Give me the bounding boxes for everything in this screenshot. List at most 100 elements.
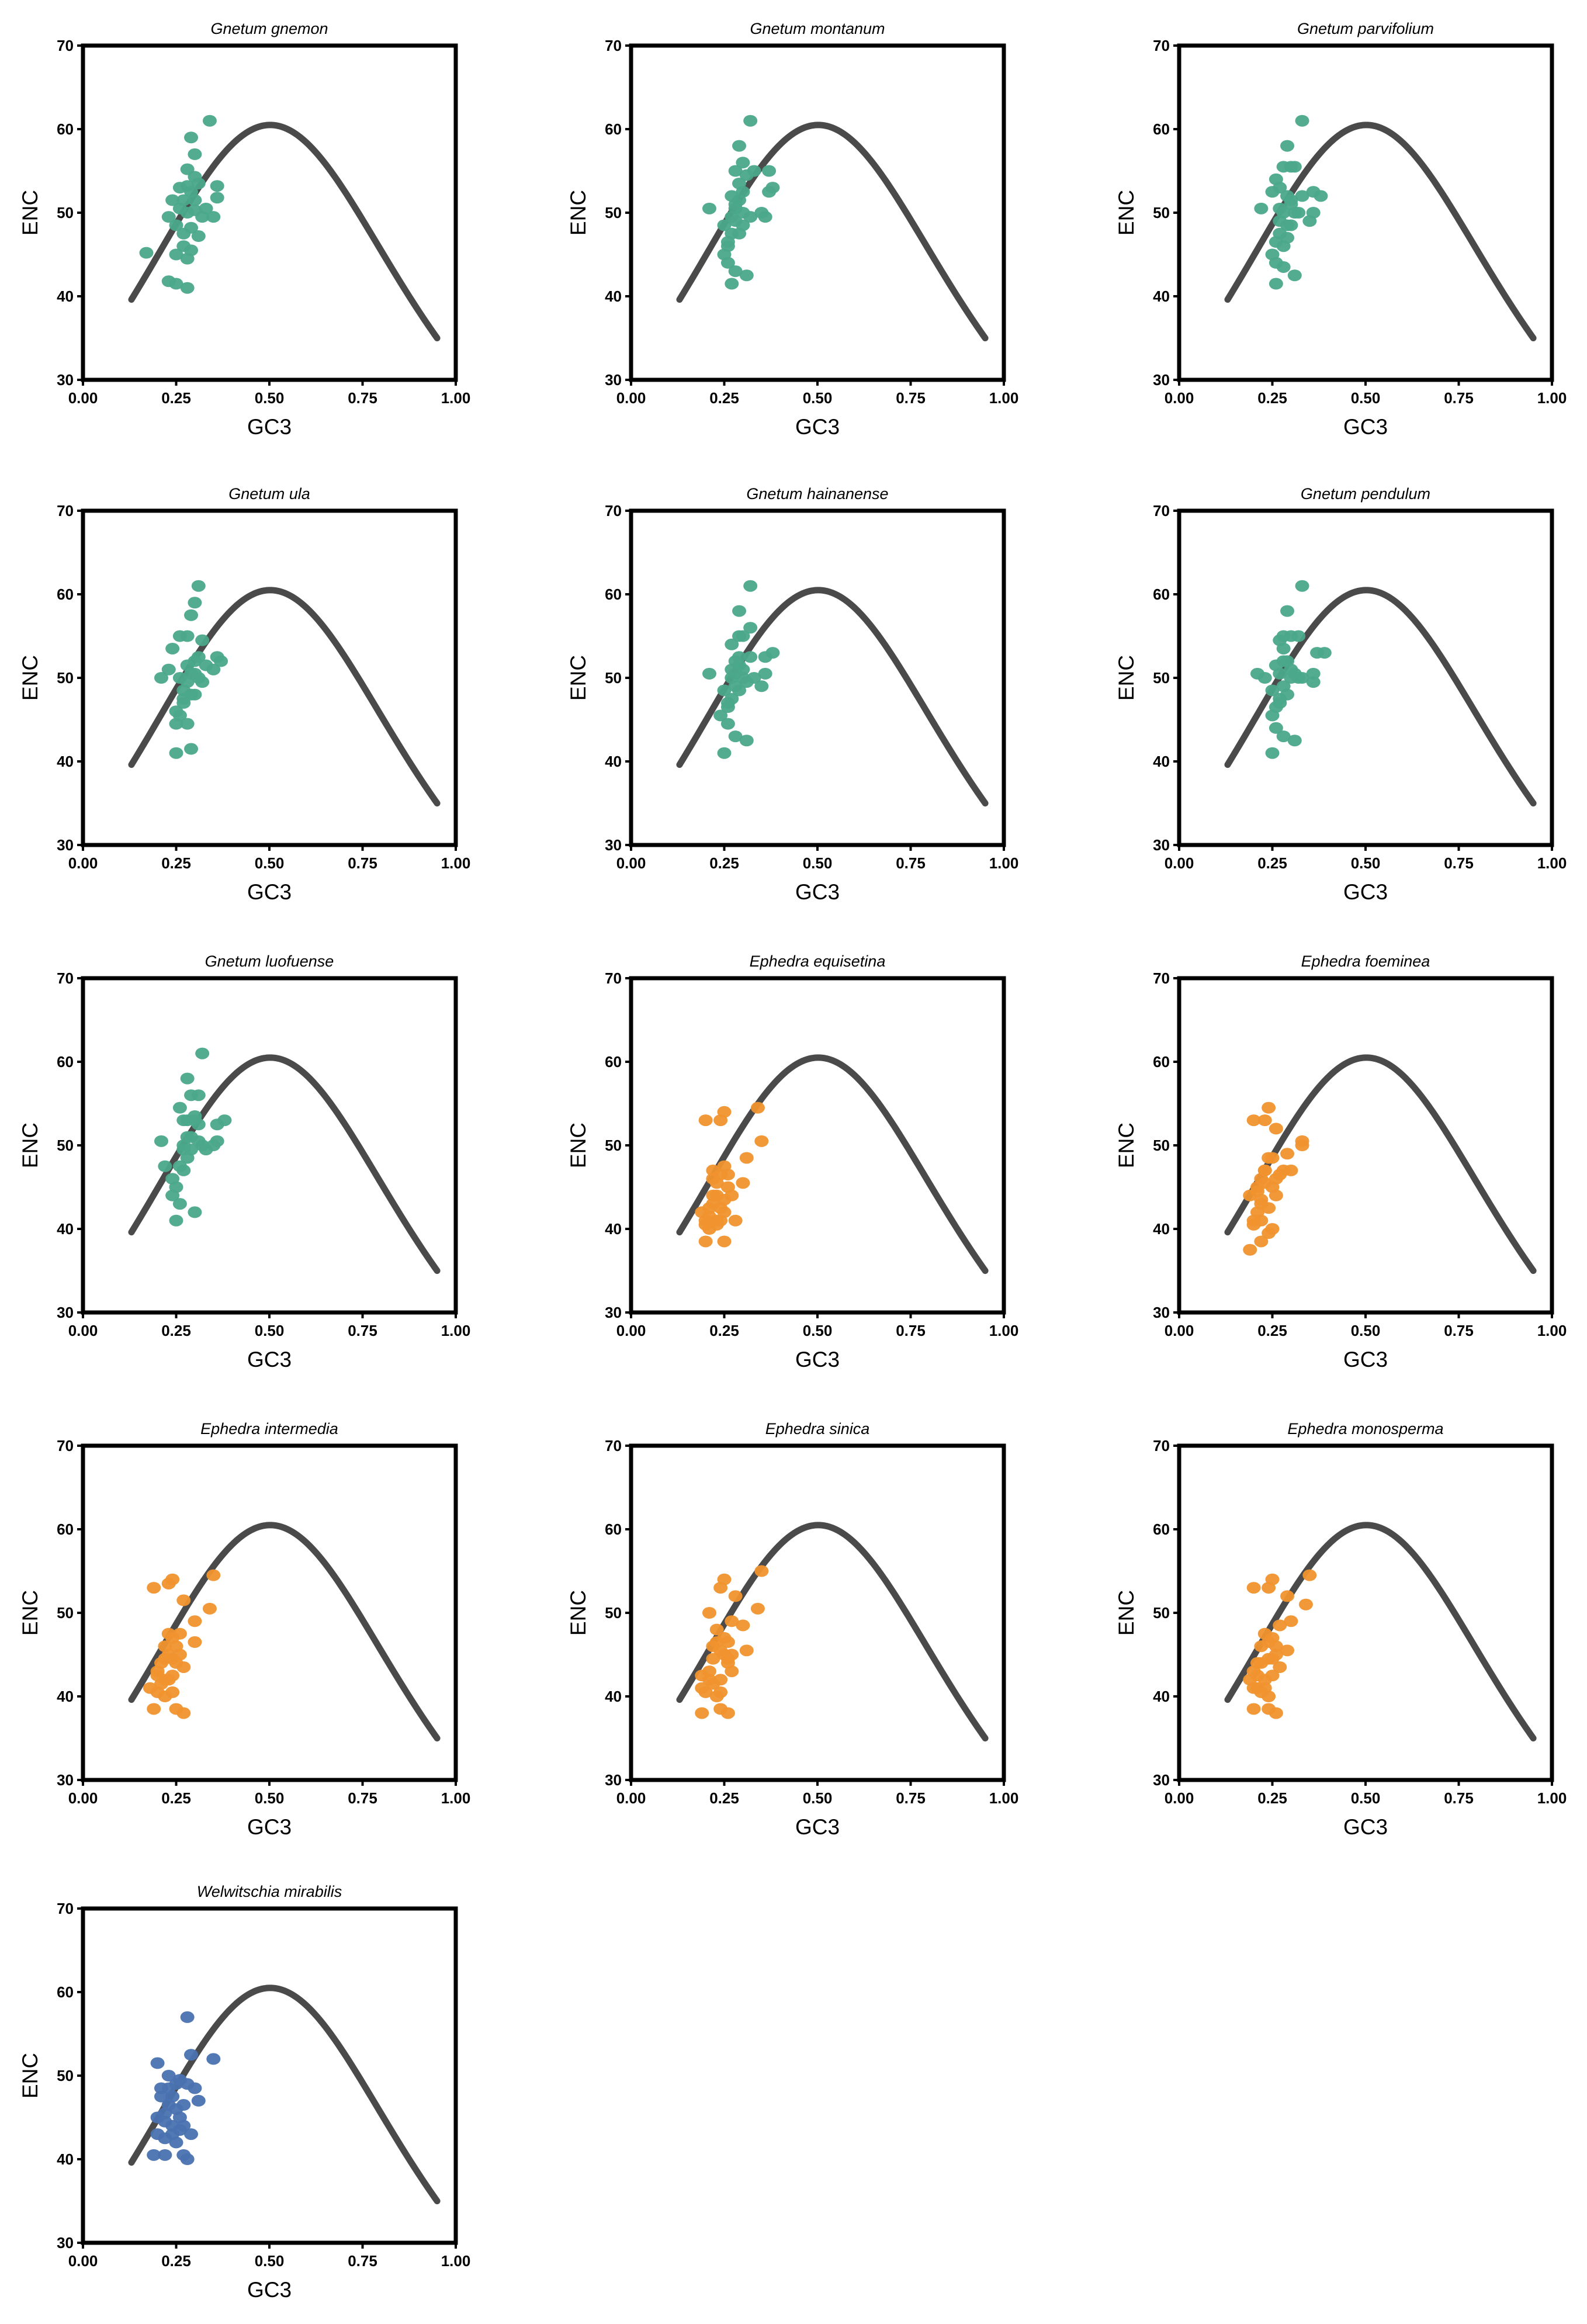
data-point bbox=[180, 718, 195, 730]
data-point bbox=[1287, 161, 1302, 173]
data-point bbox=[154, 2090, 168, 2103]
data-point bbox=[172, 2074, 187, 2086]
y-tick-label: 40 bbox=[57, 2150, 74, 2168]
plot-frame bbox=[1177, 1443, 1554, 1782]
y-tick-label: 30 bbox=[57, 371, 74, 389]
x-tick-label: 1.00 bbox=[1537, 1322, 1567, 1339]
data-point bbox=[706, 1164, 720, 1176]
x-tick-label: 1.00 bbox=[441, 1789, 471, 1807]
x-tick-label: 0.25 bbox=[161, 1322, 191, 1339]
y-tick-label: 50 bbox=[605, 1137, 622, 1154]
x-tick-label: 1.00 bbox=[989, 854, 1019, 872]
x-tick-label: 1.00 bbox=[989, 1789, 1019, 1807]
scatter-chart: Gnetum hainanense 30 40 50 60 70 0.00 0.25 0.50 0… bbox=[566, 485, 1019, 904]
data-point bbox=[1273, 1661, 1287, 1673]
data-point bbox=[191, 177, 206, 189]
chart-panel: Ephedra intermedia 30 40 50 60 70 0.00 0.25 0.50… bbox=[13, 1405, 491, 1844]
x-tick-label: 1.00 bbox=[1537, 854, 1567, 872]
plot-frame bbox=[629, 43, 1006, 382]
data-point bbox=[176, 1114, 191, 1127]
plot-frame bbox=[1177, 976, 1554, 1315]
data-point bbox=[1280, 1590, 1295, 1602]
data-point bbox=[720, 1636, 735, 1648]
expected-enc-curve bbox=[1224, 1054, 1537, 1274]
data-point bbox=[754, 1135, 769, 1147]
x-axis-label: GC3 bbox=[1343, 1348, 1388, 1371]
scatter-chart: Ephedra intermedia 30 40 50 60 70 0.00 0.25 0.50… bbox=[18, 1420, 471, 1839]
x-axis-label: GC3 bbox=[795, 1815, 840, 1839]
x-axis-label: GC3 bbox=[1343, 880, 1388, 904]
data-point bbox=[717, 219, 732, 231]
x-tick-label: 0.50 bbox=[1351, 1322, 1381, 1339]
data-point bbox=[1298, 1598, 1313, 1610]
y-axis-label: ENC bbox=[1114, 1123, 1138, 1168]
x-tick-label: 0.25 bbox=[709, 854, 739, 872]
data-point bbox=[736, 663, 750, 676]
y-tick-label: 50 bbox=[57, 1137, 74, 1154]
data-point bbox=[1246, 1703, 1261, 1715]
chart-panel: Gnetum gnemon 30 40 50 60 70 0.00 0.25 0.50 0.75 1… bbox=[13, 5, 491, 444]
x-tick-label: 0.75 bbox=[1444, 854, 1474, 872]
plot-frame bbox=[81, 508, 458, 847]
data-point bbox=[1280, 655, 1295, 667]
y-tick-label: 40 bbox=[57, 288, 74, 305]
data-point bbox=[172, 1102, 187, 1114]
chart-title: Ephedra foeminea bbox=[1301, 953, 1430, 970]
data-point bbox=[732, 605, 747, 617]
data-point bbox=[1265, 1573, 1280, 1585]
data-point bbox=[717, 747, 732, 759]
data-point bbox=[1280, 1148, 1295, 1160]
data-point bbox=[169, 747, 183, 759]
data-point bbox=[1265, 709, 1280, 722]
data-point bbox=[169, 219, 183, 231]
y-tick-label: 50 bbox=[605, 669, 622, 687]
x-tick-label: 0.00 bbox=[68, 1789, 98, 1807]
data-point bbox=[739, 1644, 754, 1657]
expected-enc-curve bbox=[1224, 1522, 1537, 1742]
scatter-chart: Ephedra foeminea 30 40 50 60 70 0.00 0.25 0.50 0.… bbox=[1114, 953, 1567, 1371]
y-tick-label: 40 bbox=[605, 753, 622, 770]
chart-title: Gnetum parvifolium bbox=[1297, 20, 1434, 37]
x-axis-label: GC3 bbox=[1343, 1815, 1388, 1839]
x-tick-label: 0.25 bbox=[709, 389, 739, 407]
x-tick-label: 1.00 bbox=[1537, 1789, 1567, 1807]
data-point bbox=[1273, 182, 1287, 194]
chart-panel: Ephedra monosperma 30 40 50 60 70 0.00 0.25 0.50… bbox=[1109, 1405, 1587, 1844]
data-point bbox=[725, 190, 739, 202]
scatter-chart: Gnetum montanum 30 40 50 60 70 0.00 0.25 0.50 0.7… bbox=[566, 20, 1018, 439]
data-point bbox=[154, 1135, 168, 1147]
y-tick-label: 50 bbox=[57, 204, 74, 221]
x-axis-label: GC3 bbox=[247, 880, 292, 904]
y-tick-label: 50 bbox=[57, 1604, 74, 1622]
data-point bbox=[725, 211, 739, 223]
x-tick-label: 0.25 bbox=[1257, 1322, 1287, 1339]
data-point bbox=[169, 2136, 183, 2149]
data-point bbox=[706, 1653, 720, 1665]
y-tick-label: 40 bbox=[605, 288, 622, 305]
x-tick-label: 0.50 bbox=[255, 2252, 285, 2270]
data-point bbox=[1246, 1682, 1261, 1694]
data-point bbox=[165, 194, 180, 206]
y-tick-label: 70 bbox=[605, 37, 622, 54]
data-point bbox=[717, 684, 732, 697]
data-point bbox=[698, 1235, 713, 1248]
x-tick-label: 0.00 bbox=[68, 389, 98, 407]
y-axis-label: ENC bbox=[1114, 190, 1138, 235]
data-point bbox=[176, 697, 191, 709]
x-tick-label: 1.00 bbox=[441, 1322, 471, 1339]
expected-enc-curve bbox=[128, 1522, 441, 1742]
scatter-chart: Gnetum gnemon 30 40 50 60 70 0.00 0.25 0.50 0.75 1… bbox=[18, 20, 470, 439]
data-point bbox=[720, 236, 735, 248]
data-point bbox=[158, 2149, 172, 2161]
x-tick-label: 0.50 bbox=[1351, 854, 1381, 872]
data-point bbox=[732, 227, 747, 240]
data-point bbox=[147, 1703, 161, 1715]
data-point bbox=[747, 672, 761, 684]
chart-panel: Gnetum parvifolium 30 40 50 60 70 0.00 0.25 0.50… bbox=[1109, 5, 1587, 444]
data-point bbox=[158, 1640, 172, 1653]
data-point bbox=[713, 1686, 728, 1698]
data-point bbox=[147, 1582, 161, 1594]
y-tick-label: 40 bbox=[1153, 288, 1170, 305]
x-tick-label: 0.50 bbox=[803, 1322, 833, 1339]
x-tick-label: 0.25 bbox=[161, 854, 191, 872]
